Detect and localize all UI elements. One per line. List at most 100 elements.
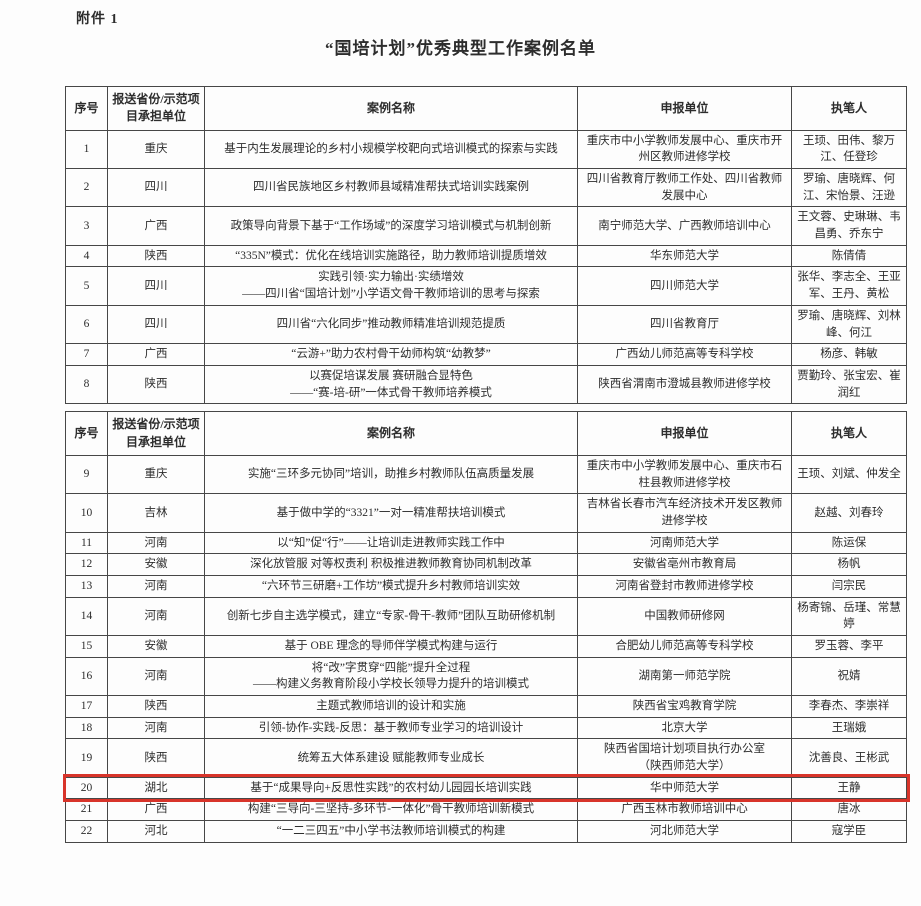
cell-unit: 河北师范大学 [577,820,792,843]
cell-province: 河南 [107,531,205,555]
header-row: 序号 报送省份/示范项目承担单位 案例名称 申报单位 执笔人 [65,86,907,131]
table-row: 5 四川 实践引领·实力输出·实绩增效 ——四川省“国培计划”小学语文骨干教师培训的… [65,266,907,306]
cell-province: 四川 [107,304,205,345]
column-header: 序号 [65,86,108,131]
cell-unit: 河南省登封市教师进修学校 [577,575,792,598]
cell-seq: 13 [65,575,108,598]
cell-seq: 16 [65,656,108,697]
cell-unit: 湖南第一师范学院 [577,656,792,697]
cell-province: 重庆 [107,129,205,170]
table-row: 8 陕西 以赛促培谋发展 赛研融合显特色 ——“赛-培-研”一体式骨干教师培养模式陕… [65,364,907,405]
cell-authors: 李春杰、李崇祥 [791,695,907,718]
cell-unit: 陕西省宝鸡教育学院 [577,695,792,718]
cell-authors: 寇学臣 [791,820,907,843]
cell-unit: 中国教师研修网 [577,596,792,637]
table-row: 16 河南 将“改”字贯穿“四能”提升全过程 ——构建义务教育阶段小学校长领导力提升… [65,656,907,697]
cell-province: 河南 [107,656,205,697]
cell-province: 安徽 [107,635,205,658]
cell-seq: 19 [65,738,108,778]
cell-unit: 华中师范大学 [577,776,792,800]
column-header: 案例名称 [204,411,578,456]
column-header: 案例名称 [204,86,578,131]
column-header: 报送省份/示范项目承担单位 [107,411,205,456]
cell-seq: 2 [65,168,108,208]
table-row: 1 重庆 基于内生发展理论的乡村小规模学校靶向式培训模式的探索与实践 重庆市中小学教师… [65,129,907,170]
table-row: 6 四川 四川省“六化同步”推动教师精准培训规范提质 四川省教育厅 罗瑜、唐晓辉、刘林峰… [65,304,907,345]
cell-case: 基于“成果导向+反思性实践”的农村幼儿园园长培训实践 [204,776,578,800]
cell-province: 陕西 [107,364,205,405]
cell-province: 河南 [107,596,205,637]
cell-case: 创新七步自主选学模式，建立“专家-骨干-教师”团队互助研修机制 [204,596,578,637]
table-row: 22 河北 “一二三四五”中小学书法教师培训模式的构建 河北师范大学 寇学臣 [65,820,907,843]
case-table-rows-1-8: 序号 报送省份/示范项目承担单位 案例名称 申报单位 执笔人 1 重庆 基于内生发展理论的乡村… [65,86,907,405]
cell-case: 基于 OBE 理念的导师伴学模式构建与运行 [204,635,578,658]
cell-case: 主题式教师培训的设计和实施 [204,695,578,718]
cell-case: 基于做中学的“3321”一对一精准帮扶培训模式 [204,493,578,533]
cell-case: 四川省“六化同步”推动教师精准培训规范提质 [204,304,578,345]
table-row: 9 重庆 实施“三环多元协同”培训，助推乡村教师队伍高质量发展 重庆市中小学教师发展中… [65,454,907,495]
table-row: 2 四川 四川省民族地区乡村教师县域精准帮扶式培训实践案例 四川省教育厅教师工作处、四… [65,168,907,208]
cell-province: 四川 [107,168,205,208]
column-header: 序号 [65,411,108,456]
cell-seq: 6 [65,304,108,345]
cell-case: 将“改”字贯穿“四能”提升全过程 ——构建义务教育阶段小学校长领导力提升的培训模… [204,656,578,697]
cell-case: 构建“三导向-三坚持-多环节-一体化”骨干教师培训新模式 [204,798,578,822]
cell-province: 广西 [107,343,205,366]
table-row: 13 河南 “六环节三研磨+工作坊”模式提升乡村教师培训实效 河南省登封市教师进修学校… [65,575,907,598]
cell-unit: 吉林省长春市汽车经济技术开发区教师进修学校 [577,493,792,533]
cell-case: 实施“三环多元协同”培训，助推乡村教师队伍高质量发展 [204,454,578,495]
page-title: “国培计划”优秀典型工作案例名单 [325,39,596,58]
cell-seq: 21 [65,798,108,822]
cell-seq: 14 [65,596,108,637]
cell-seq: 4 [65,244,108,268]
cell-province: 河南 [107,575,205,598]
column-header: 申报单位 [577,411,792,456]
table-row-highlighted: 20 湖北 基于“成果导向+反思性实践”的农村幼儿园园长培训实践 华中师范大学 王静 [62,774,910,802]
cell-authors: 贾勤玲、张宝宏、崔润红 [791,364,907,405]
cell-authors: 杨彦、韩敏 [791,343,907,366]
cell-province: 陕西 [107,695,205,718]
cell-authors: 杨帆 [791,553,907,576]
table-row: 4 陕西 “335N”模式：优化在线培训实施路径，助力教师培训提质增效 华东师范大学陈… [65,244,907,268]
cell-unit: 四川师范大学 [577,266,792,306]
cell-authors: 王文蓉、史琳琳、韦昌勇、乔东宁 [791,206,907,246]
cell-authors: 杨寄锦、岳瑾、常慧婷 [791,596,907,637]
cell-unit: 重庆市中小学教师发展中心、重庆市开州区教师进修学校 [577,129,792,170]
cell-seq: 1 [65,129,108,170]
table-row: 19 陕西 统筹五大体系建设 赋能教师专业成长 陕西省国培计划项目执行办公室 （陕西师… [65,738,907,778]
cell-case: 统筹五大体系建设 赋能教师专业成长 [204,738,578,778]
table-row: 11 河南 以“知”促“行”——让培训走进教师实践工作中 河南师范大学 陈运保 [65,531,907,555]
cell-province: 河北 [107,820,205,843]
cell-authors: 王瑞娥 [791,716,907,740]
cell-province: 吉林 [107,493,205,533]
cell-authors: 罗瑜、唐晓辉、刘林峰、何江 [791,304,907,345]
cell-authors: 闫宗民 [791,575,907,598]
table-row: 3 广西 政策导向背景下基于“工作场域”的深度学习培训模式与机制创新 南宁师范大学、广… [65,206,907,246]
table-row: 15 安徽 基于 OBE 理念的导师伴学模式构建与运行 合肥幼儿师范高等专科学校 罗玉蓉… [65,635,907,658]
cell-authors: 罗玉蓉、李平 [791,635,907,658]
cell-province: 湖北 [107,776,205,800]
cell-case: “一二三四五”中小学书法教师培训模式的构建 [204,820,578,843]
header-row: 序号 报送省份/示范项目承担单位 案例名称 申报单位 执笔人 [65,411,907,456]
cell-authors: 唐冰 [791,798,907,822]
tables-container: 序号 报送省份/示范项目承担单位 案例名称 申报单位 执笔人 1 重庆 基于内生发展理论的乡村… [62,86,910,850]
table-row: 18 河南 引领-协作-实践-反思：基于教师专业学习的培训设计 北京大学 王瑞娥 [65,716,907,740]
cell-unit: 华东师范大学 [577,244,792,268]
cell-unit: 南宁师范大学、广西教师培训中心 [577,206,792,246]
cell-case: 以“知”促“行”——让培训走进教师实践工作中 [204,531,578,555]
cell-unit: 四川省教育厅教师工作处、四川省教师发展中心 [577,168,792,208]
cell-authors: 陈运保 [791,531,907,555]
cell-province: 安徽 [107,553,205,576]
cell-seq: 5 [65,266,108,306]
cell-authors: 罗瑜、唐晓辉、何江、宋怡景、汪逊 [791,168,907,208]
case-table-rows-9-22: 序号 报送省份/示范项目承担单位 案例名称 申报单位 执笔人 9 重庆 实施“三环多元协同”培… [62,411,910,843]
table-row: 17 陕西 主题式教师培训的设计和实施 陕西省宝鸡教育学院 李春杰、李崇祥 [65,695,907,718]
cell-case: “六环节三研磨+工作坊”模式提升乡村教师培训实效 [204,575,578,598]
cell-authors: 祝婧 [791,656,907,697]
cell-province: 广西 [107,798,205,822]
cell-unit: 河南师范大学 [577,531,792,555]
cell-authors: 沈善良、王彬武 [791,738,907,778]
cell-unit: 陕西省渭南市澄城县教师进修学校 [577,364,792,405]
cell-authors: 赵越、刘春玲 [791,493,907,533]
cell-seq: 22 [65,820,108,843]
